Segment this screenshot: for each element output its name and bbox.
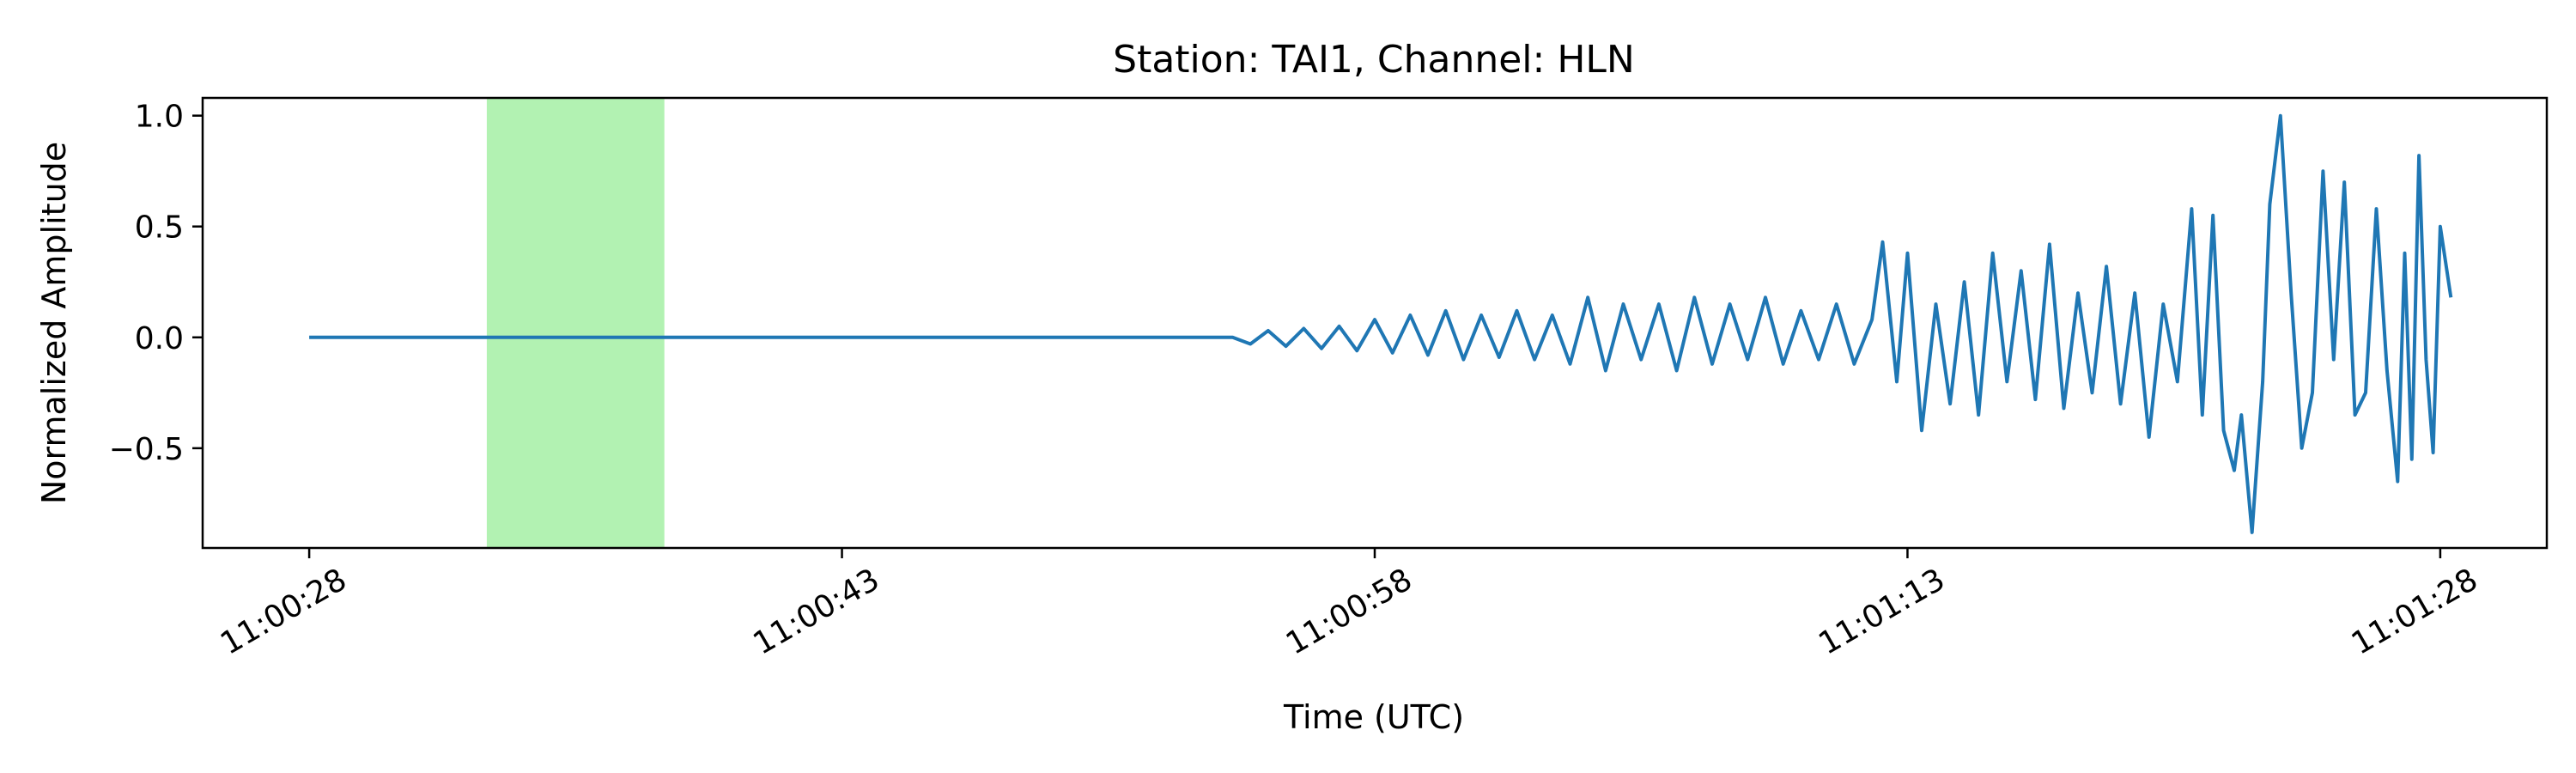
highlight-span: [486, 98, 665, 548]
y-ticks: −0.5 0.0 0.5 1.0: [109, 100, 203, 467]
y-tick-label: 1.0: [135, 100, 184, 135]
x-tick-label: 11:01:13: [1813, 562, 1951, 661]
x-tick-label: 11:00:58: [1280, 562, 1419, 661]
x-tick-label: 11:00:43: [748, 562, 886, 661]
y-tick-label: −0.5: [109, 432, 184, 467]
y-tick-label: 0.0: [135, 321, 184, 356]
plot-frame: [201, 96, 2549, 550]
x-tick-label: 11:00:28: [215, 562, 353, 661]
x-ticks: 11:00:28 11:00:43 11:00:58 11:01:13 11:01:28: [215, 548, 2483, 662]
y-axis-label: Normalized Amplitude: [35, 142, 73, 504]
x-axis-label: Time (UTC): [1283, 698, 1464, 736]
x-tick-label: 11:01:28: [2346, 562, 2484, 661]
y-tick-label: 0.5: [135, 210, 184, 246]
series-line: [309, 113, 2453, 534]
chart-title: Station: TAI1, Channel: HLN: [1113, 38, 1635, 82]
